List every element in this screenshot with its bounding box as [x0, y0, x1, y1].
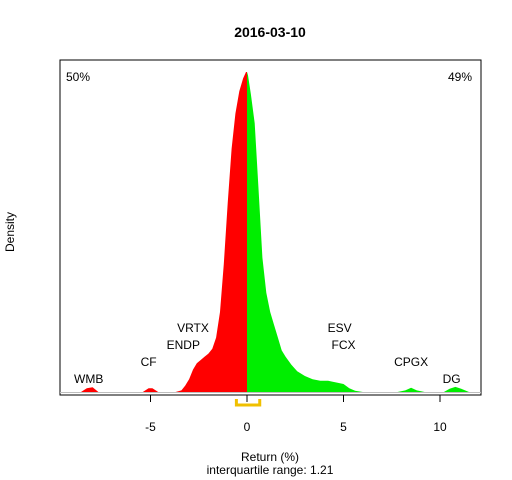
plot-frame — [59, 59, 482, 396]
x-tick-label: 5 — [340, 420, 347, 434]
ticker-label-cpgx: CPGX — [394, 355, 428, 369]
ticker-label-dg: DG — [443, 372, 461, 386]
x-tick-label: 10 — [433, 420, 447, 434]
ticker-label-esv: ESV — [328, 321, 352, 335]
negative-share-label: 50% — [66, 70, 90, 84]
y-axis-label: Density — [3, 212, 17, 252]
negative-density-area — [63, 72, 248, 392]
ticker-label-wmb: WMB — [74, 372, 103, 386]
x-tick-label: -5 — [145, 420, 156, 434]
ticker-label-vrtx: VRTX — [177, 321, 209, 335]
x-axis-label: Return (%) — [241, 450, 299, 464]
chart-title: 2016-03-10 — [234, 24, 306, 40]
x-tick-label: 0 — [244, 420, 251, 434]
iqr-subtitle: interquartile range: 1.21 — [207, 463, 334, 477]
iqr-bracket — [234, 399, 262, 407]
positive-share-label: 49% — [448, 70, 472, 84]
x-axis: -5 0 5 10 — [145, 395, 447, 434]
ticker-annotations: WMB CF ENDP VRTX ESV FCX CPGX DG — [74, 321, 461, 386]
density-areas — [63, 72, 469, 392]
ticker-label-cf: CF — [141, 355, 157, 369]
ticker-label-fcx: FCX — [332, 338, 356, 352]
positive-density-area — [247, 72, 469, 392]
ticker-label-endp: ENDP — [167, 338, 200, 352]
